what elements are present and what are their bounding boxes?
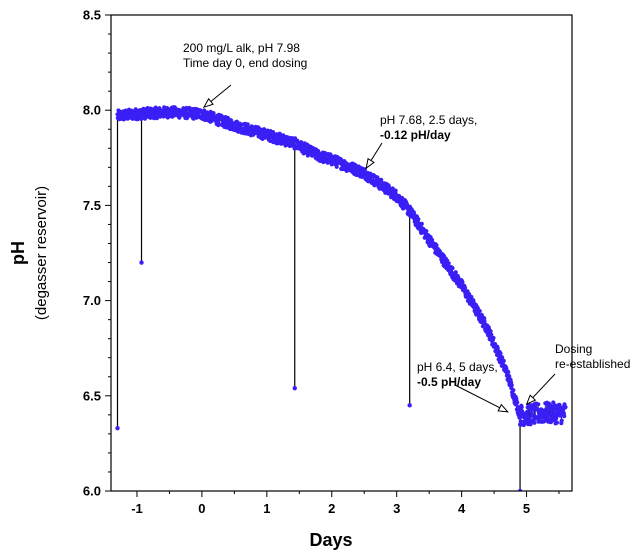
data-point: [375, 175, 380, 180]
data-point: [519, 405, 524, 410]
data-point: [489, 332, 494, 337]
axis-layer: -1 0 1 2 3 4 5 6.0 6.5 7.0 7.5 8.0 8.5: [83, 8, 560, 516]
spike-point: [139, 260, 144, 265]
spike-point: [115, 425, 120, 431]
data-layer: [115, 105, 568, 491]
y-axis-subtitle: (degasser reservoir): [33, 186, 50, 320]
data-point: [424, 229, 429, 234]
annotation-line: re-established: [555, 357, 630, 371]
data-point: [525, 409, 530, 415]
annotation: 200 mg/L alk, pH 7.98 Time day 0, end dos…: [183, 41, 307, 109]
data-point: [216, 122, 221, 127]
data-point: [446, 261, 451, 266]
x-axis-title: Days: [309, 530, 352, 550]
data-point: [450, 266, 455, 271]
annotation-line: pH 6.4, 5 days,: [417, 360, 498, 374]
data-point: [334, 164, 339, 169]
x-tick-label: 5: [523, 501, 530, 516]
plot-frame: [110, 14, 573, 492]
x-tick-label: 2: [328, 501, 335, 516]
data-point: [393, 188, 398, 193]
x-tick-label: 1: [263, 501, 270, 516]
data-point: [563, 405, 568, 410]
data-point: [469, 294, 474, 300]
data-point: [501, 358, 506, 363]
data-point: [544, 407, 549, 412]
data-point: [211, 111, 216, 116]
data-point: [554, 420, 560, 425]
annotation: pH 6.4, 5 days, -0.5 pH/day: [417, 360, 510, 413]
data-point: [281, 133, 286, 138]
annotation-line: pH 7.68, 2.5 days,: [380, 113, 477, 127]
data-point: [460, 280, 465, 285]
data-point: [498, 351, 503, 356]
y-tick-label: 6.0: [83, 484, 101, 499]
annotation-arrow-head: [202, 97, 214, 109]
data-point: [554, 416, 559, 421]
data-point: [270, 130, 276, 135]
data-point: [509, 383, 514, 388]
data-point: [535, 407, 540, 412]
annotation-layer: 200 mg/L alk, pH 7.98 Time day 0, end dos…: [183, 41, 630, 413]
series-trace: [117, 107, 566, 426]
data-point: [506, 370, 511, 375]
data-point: [515, 400, 520, 405]
annotation-arrow-head: [365, 157, 375, 170]
spike-point: [407, 403, 412, 408]
y-tick-label: 8.0: [83, 103, 101, 118]
annotation-line: Time day 0, end dosing: [183, 56, 307, 70]
y-tick-label: 7.5: [83, 198, 101, 213]
data-point: [500, 355, 505, 360]
data-point: [434, 243, 439, 248]
x-tick-label: -1: [131, 501, 143, 516]
x-tick-label: 4: [458, 501, 466, 516]
annotation: pH 7.68, 2.5 days, -0.12 pH/day: [365, 113, 477, 170]
data-point: [511, 388, 516, 393]
data-point: [419, 221, 424, 226]
data-point: [477, 308, 482, 314]
data-point: [504, 366, 509, 371]
annotation-arrow-line: [454, 384, 508, 413]
data-point: [528, 422, 533, 427]
y-tick-label: 6.5: [83, 388, 101, 403]
data-point: [488, 329, 493, 334]
data-point: [559, 418, 564, 423]
data-point: [524, 413, 529, 418]
data-point: [416, 217, 421, 222]
data-point: [491, 335, 496, 341]
data-point: [536, 402, 541, 407]
data-point: [198, 109, 203, 114]
annotation: Dosing re-established: [525, 342, 630, 406]
x-tick-label: 0: [198, 501, 205, 516]
annotation-line: -0.12 pH/day: [380, 128, 451, 142]
annotation-line: 200 mg/L alk, pH 7.98: [183, 41, 300, 55]
y-tick-label: 8.5: [83, 8, 101, 23]
data-point: [562, 414, 567, 419]
spike-point: [292, 385, 297, 391]
data-point: [462, 286, 468, 291]
data-point: [518, 419, 523, 424]
annotation-line: Dosing: [555, 342, 592, 356]
data-point: [532, 420, 537, 425]
x-tick-label: 3: [393, 501, 400, 516]
annotation-text: pH 7.68, 2.5 days, -0.12 pH/day: [380, 113, 477, 142]
data-point: [495, 346, 500, 351]
annotation-arrow-head: [497, 403, 510, 413]
annotation-text: Dosing re-established: [555, 342, 630, 371]
annotation-arrow-head: [525, 394, 537, 406]
annotation-text: pH 6.4, 5 days, -0.5 pH/day: [417, 360, 498, 389]
data-point: [527, 416, 532, 421]
data-point: [507, 374, 512, 379]
data-point: [245, 122, 250, 127]
annotation-line: -0.5 pH/day: [417, 375, 481, 389]
y-tick-label: 7.0: [83, 293, 101, 308]
y-axis-title: pH: [8, 241, 28, 265]
annotation-text: 200 mg/L alk, pH 7.98 Time day 0, end dos…: [183, 41, 307, 70]
data-point: [262, 127, 267, 132]
data-point: [142, 116, 148, 121]
